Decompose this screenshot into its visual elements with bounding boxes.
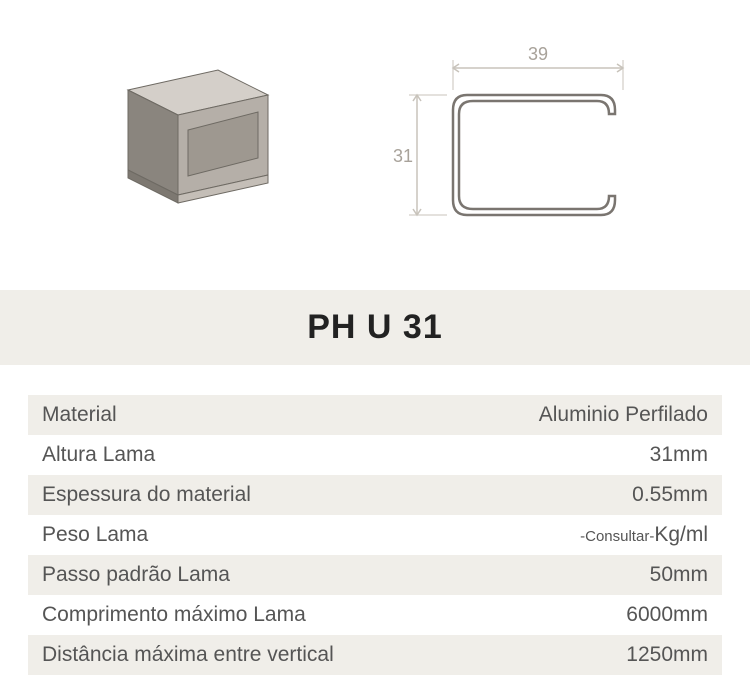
spec-value: 1250mm: [626, 643, 708, 667]
specs-table: Material Aluminio Perfilado Altura Lama …: [0, 395, 750, 675]
table-row: Distância máxima entre vertical 1250mm: [28, 635, 722, 675]
spec-value: 31mm: [650, 443, 708, 467]
table-row: Espessura do material 0.55mm: [28, 475, 722, 515]
table-row: Passo padrão Lama 50mm: [28, 555, 722, 595]
spec-value: 6000mm: [626, 603, 708, 627]
spec-label: Material: [42, 403, 117, 427]
spec-label: Distância máxima entre vertical: [42, 643, 334, 667]
figure-area: 39 31: [0, 0, 750, 270]
dim-width-label: 39: [527, 44, 547, 64]
technical-drawing: 39 31: [383, 40, 663, 240]
spec-value: 50mm: [650, 563, 708, 587]
spec-value: -Consultar-Kg/ml: [580, 523, 708, 547]
spec-unit: Kg/ml: [654, 523, 708, 546]
title-bar: PH U 31: [0, 290, 750, 365]
spec-label: Comprimento máximo Lama: [42, 603, 306, 627]
product-title: PH U 31: [0, 308, 750, 347]
spec-label: Altura Lama: [42, 443, 155, 467]
table-row: Altura Lama 31mm: [28, 435, 722, 475]
table-row: Peso Lama -Consultar-Kg/ml: [28, 515, 722, 555]
profile-outline: [453, 95, 615, 215]
spec-label: Espessura do material: [42, 483, 251, 507]
table-row: Material Aluminio Perfilado: [28, 395, 722, 435]
table-row: Comprimento máximo Lama 6000mm: [28, 595, 722, 635]
profile-3d-render: [88, 50, 288, 230]
dim-height-label: 31: [392, 146, 412, 166]
spec-prefix: -Consultar-: [580, 528, 654, 545]
spec-value: 0.55mm: [632, 483, 708, 507]
spec-label: Peso Lama: [42, 523, 148, 547]
spec-label: Passo padrão Lama: [42, 563, 230, 587]
spec-value: Aluminio Perfilado: [539, 403, 708, 427]
